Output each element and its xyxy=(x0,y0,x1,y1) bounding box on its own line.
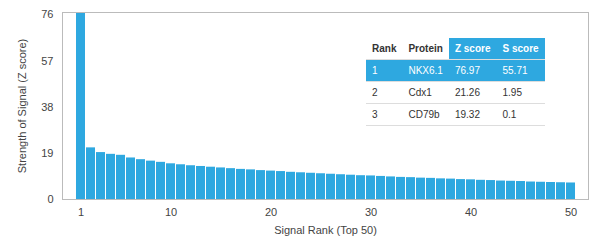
html-text:1: 1 xyxy=(372,65,378,76)
svg-text:30: 30 xyxy=(365,206,377,218)
svg-text:19: 19 xyxy=(41,147,53,159)
svg-text:38: 38 xyxy=(41,101,53,113)
html-text:S score: S score xyxy=(502,43,539,54)
html-text:Z score: Z score xyxy=(454,43,491,54)
html-text:2: 2 xyxy=(372,87,378,98)
html-text:21.26: 21.26 xyxy=(454,87,480,98)
svg-text:76: 76 xyxy=(41,8,53,20)
svg-text:10: 10 xyxy=(165,206,177,218)
svg-text:20: 20 xyxy=(265,206,277,218)
svg-text:50: 50 xyxy=(565,206,577,218)
html-text:NKX6.1: NKX6.1 xyxy=(408,65,443,76)
svg-text:Strength of Signal (Z score): Strength of Signal (Z score) xyxy=(16,39,28,174)
html-text:Rank: Rank xyxy=(372,43,397,54)
svg-text:57: 57 xyxy=(41,55,53,67)
html-text:Cdx1: Cdx1 xyxy=(408,87,432,98)
html-text:CD79b: CD79b xyxy=(408,109,440,120)
svg-text:1: 1 xyxy=(78,206,84,218)
svg-text:0: 0 xyxy=(47,193,53,205)
svg-text:40: 40 xyxy=(465,206,477,218)
html-text:Protein: Protein xyxy=(408,43,443,54)
html-text:76.97: 76.97 xyxy=(454,65,480,76)
svg-text:Signal Rank (Top 50): Signal Rank (Top 50) xyxy=(274,224,377,236)
html-text:0.1: 0.1 xyxy=(502,109,517,120)
html-text:19.32: 19.32 xyxy=(454,109,480,120)
html-text:3: 3 xyxy=(372,109,378,120)
html-text:55.71: 55.71 xyxy=(502,65,528,76)
html-text:1.95: 1.95 xyxy=(502,87,522,98)
